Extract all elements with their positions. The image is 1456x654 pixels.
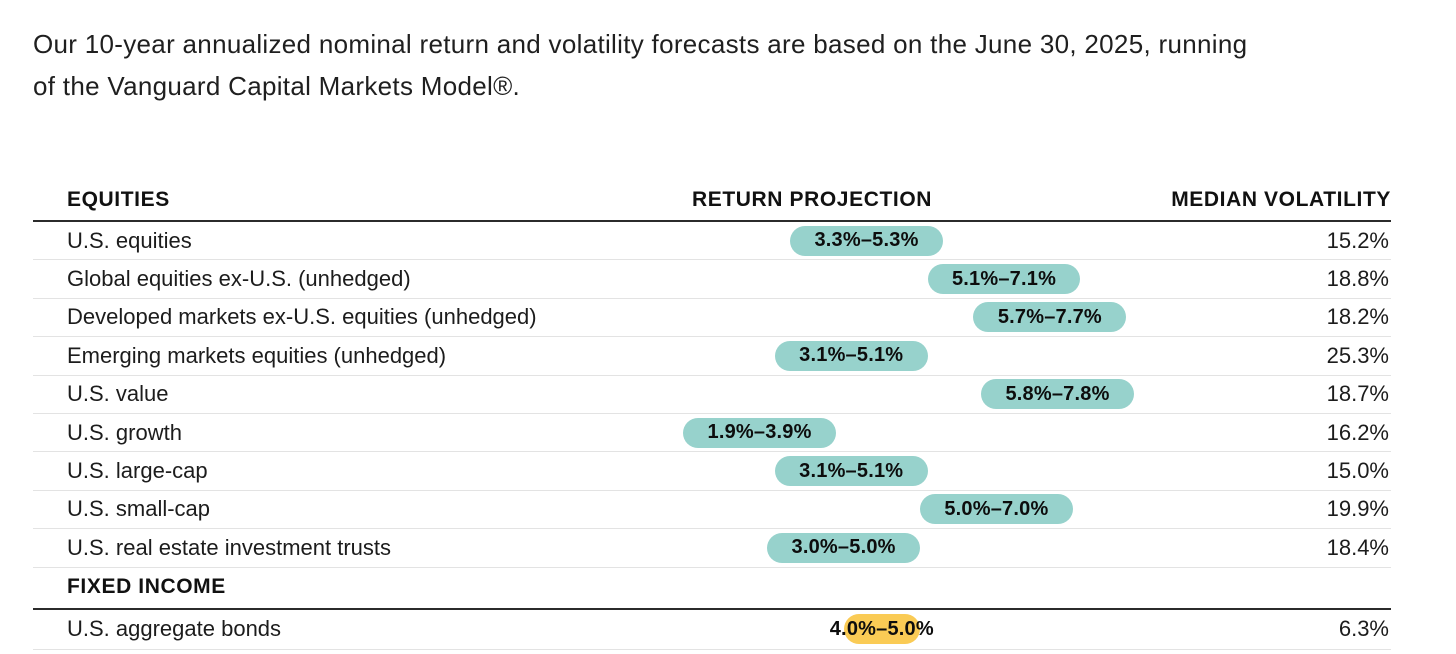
column-header-equities: EQUITIES (67, 188, 170, 211)
intro-line-1: Our 10-year annualized nominal return an… (33, 29, 1248, 59)
asset-class-label: U.S. value (67, 381, 169, 407)
asset-class-label: U.S. aggregate bonds (67, 616, 282, 642)
median-volatility-value: 25.3% (1326, 342, 1389, 368)
table-row: U.S. value 5.8%–7.8% 18.7% (33, 376, 1391, 414)
median-volatility-value: 15.0% (1326, 458, 1389, 484)
median-volatility-value: 6.3% (1338, 616, 1389, 642)
median-volatility-value: 18.7% (1326, 381, 1389, 407)
column-header-return-projection: RETURN PROJECTION (691, 188, 933, 211)
return-projection-pill: 5.0%–7.0% (920, 494, 1073, 525)
return-projection-pill: 3.1%–5.1% (774, 340, 928, 371)
table-row: Emerging markets equities (unhedged) 3.1%… (33, 337, 1391, 376)
table-body: U.S. equities 3.3%–5.3% 15.2% Global equiti… (33, 222, 1391, 650)
table-row: U.S. aggregate bonds 4.0%–5.0% 6.3% (33, 610, 1391, 650)
section-header-fixed-income: FIXED INCOME (33, 568, 1391, 610)
asset-class-label: U.S. growth (67, 419, 182, 445)
return-projection-pill: 3.3%–5.3% (790, 225, 943, 256)
return-projection-pill: 1.9%–3.9% (683, 417, 836, 448)
median-volatility-value: 19.9% (1326, 496, 1389, 522)
asset-class-label: U.S. small-cap (67, 496, 211, 522)
forecast-table: EQUITIES RETURN PROJECTION MEDIAN VOLATI… (33, 186, 1391, 650)
median-volatility-value: 18.2% (1326, 304, 1389, 330)
return-projection-pill: 5.7%–7.7% (973, 302, 1127, 333)
table-row: U.S. small-cap 5.0%–7.0% 19.9% (33, 491, 1391, 530)
median-volatility-value: 16.2% (1326, 419, 1389, 445)
table-row: Global equities ex-U.S. (unhedged) 5.1%–7… (33, 260, 1391, 299)
intro-line-2: of the Vanguard Capital Markets Model®. (33, 71, 521, 101)
column-header-median-volatility: MEDIAN VOLATILITY (1171, 188, 1391, 211)
asset-class-label: U.S. real estate investment trusts (67, 534, 392, 560)
asset-class-label: U.S. large-cap (67, 458, 208, 484)
return-projection-pill: 5.1%–7.1% (927, 264, 1081, 295)
table-row: U.S. large-cap 3.1%–5.1% 15.0% (33, 452, 1391, 491)
return-projection-pill: 4.0%–5.0% (830, 614, 934, 645)
median-volatility-value: 18.4% (1326, 534, 1389, 560)
table-row: Developed markets ex-U.S. equities (unhe… (33, 299, 1391, 338)
return-projection-pill: 5.8%–7.8% (981, 379, 1134, 410)
table-row: U.S. growth 1.9%–3.9% 16.2% (33, 414, 1391, 453)
median-volatility-value: 15.2% (1326, 227, 1389, 253)
asset-class-label: Emerging markets equities (unhedged) (67, 342, 447, 368)
asset-class-label: Developed markets ex-U.S. equities (unhe… (67, 304, 537, 330)
median-volatility-value: 18.8% (1326, 266, 1389, 292)
table-header-row: EQUITIES RETURN PROJECTION MEDIAN VOLATI… (33, 186, 1391, 222)
return-projection-pill: 3.0%–5.0% (767, 532, 920, 563)
table-row: U.S. equities 3.3%–5.3% 15.2% (33, 222, 1391, 261)
table-row: U.S. real estate investment trusts 3.0%–5… (33, 529, 1391, 568)
section-label: FIXED INCOME (67, 574, 226, 598)
intro-text: Our 10-year annualized nominal return an… (33, 23, 1433, 107)
return-projection-pill: 3.1%–5.1% (774, 456, 928, 487)
asset-class-label: U.S. equities (67, 227, 192, 253)
asset-class-label: Global equities ex-U.S. (unhedged) (67, 266, 411, 292)
